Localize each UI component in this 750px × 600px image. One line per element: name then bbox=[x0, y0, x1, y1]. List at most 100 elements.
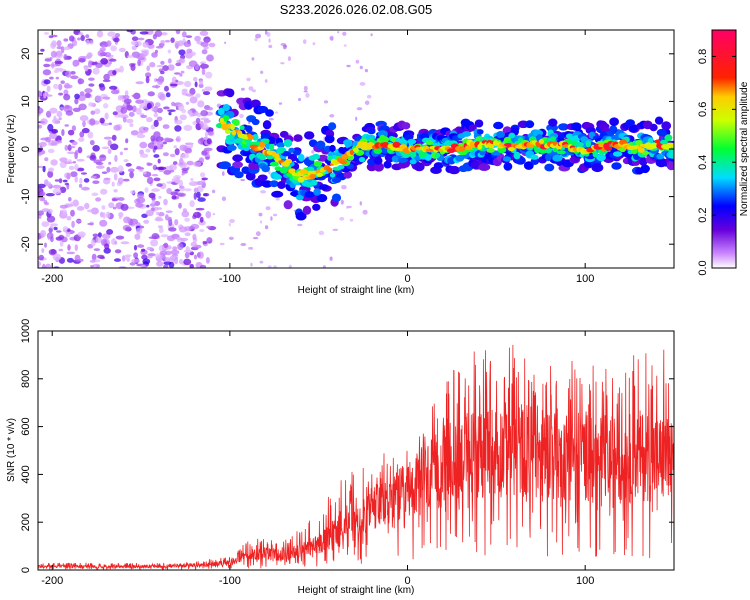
ridge-blob bbox=[293, 149, 301, 156]
noise-speckle bbox=[138, 126, 148, 134]
noise-speckle bbox=[164, 257, 171, 262]
noise-speckle bbox=[67, 144, 72, 151]
ridge-blob bbox=[311, 153, 321, 160]
noise-speckle bbox=[188, 181, 198, 187]
ridge-blob bbox=[544, 163, 555, 172]
ridge-blob bbox=[523, 161, 534, 170]
noise-speckle bbox=[97, 232, 102, 238]
ridge-blob bbox=[493, 121, 504, 130]
noise-speckle bbox=[168, 111, 172, 116]
noise-speckle bbox=[190, 241, 197, 247]
noise-speckle bbox=[157, 140, 163, 148]
noise-speckle bbox=[88, 83, 95, 87]
noise-speckle bbox=[359, 82, 366, 86]
noise-speckle bbox=[184, 188, 192, 192]
ridge-blob bbox=[265, 109, 274, 117]
noise-speckle bbox=[131, 259, 141, 263]
noise-speckle bbox=[52, 188, 62, 195]
noise-speckle bbox=[182, 208, 187, 213]
noise-speckle bbox=[265, 206, 271, 211]
ridge-blob bbox=[525, 120, 535, 129]
noise-speckle bbox=[144, 187, 149, 193]
noise-speckle bbox=[104, 51, 112, 58]
ridge-blob bbox=[640, 164, 650, 174]
noise-speckle bbox=[197, 251, 204, 259]
ridge-blob bbox=[261, 180, 273, 188]
noise-speckle bbox=[157, 225, 163, 229]
noise-speckle bbox=[56, 40, 62, 47]
noise-speckle bbox=[172, 161, 178, 165]
noise-speckle bbox=[189, 142, 193, 149]
colorbar-tick-label: 0.8 bbox=[697, 49, 709, 64]
ridge-blob bbox=[276, 142, 285, 148]
ridge-blob bbox=[298, 154, 305, 162]
noise-speckle bbox=[42, 165, 46, 173]
noise-speckle bbox=[174, 41, 180, 49]
noise-speckle bbox=[151, 85, 161, 88]
noise-speckle bbox=[189, 96, 198, 104]
ridge-blob bbox=[273, 173, 281, 180]
noise-speckle bbox=[130, 190, 136, 195]
noise-speckle bbox=[92, 67, 100, 75]
noise-speckle bbox=[123, 147, 129, 151]
noise-speckle bbox=[38, 107, 44, 114]
noise-speckle bbox=[268, 118, 274, 121]
y-tick-label: 800 bbox=[20, 370, 32, 388]
noise-speckle bbox=[163, 137, 171, 142]
noise-speckle bbox=[135, 107, 142, 115]
noise-speckle bbox=[177, 192, 187, 197]
noise-speckle bbox=[198, 157, 205, 164]
ridge-blob bbox=[343, 171, 352, 179]
noise-speckle bbox=[87, 222, 94, 226]
noise-speckle bbox=[114, 154, 118, 163]
noise-speckle bbox=[329, 114, 335, 118]
ridge-blob bbox=[380, 136, 389, 144]
noise-speckle bbox=[48, 167, 54, 173]
ridge-blob bbox=[252, 134, 259, 141]
noise-speckle bbox=[181, 88, 188, 92]
noise-speckle bbox=[228, 222, 231, 227]
noise-speckle bbox=[164, 166, 173, 171]
noise-speckle bbox=[195, 117, 201, 124]
noise-speckle bbox=[194, 35, 201, 42]
noise-speckle bbox=[74, 175, 78, 183]
ridge-blob bbox=[550, 136, 557, 141]
noise-speckle bbox=[70, 171, 78, 178]
ridge-blob bbox=[316, 194, 328, 203]
x-tick-label: 100 bbox=[576, 273, 594, 285]
noise-speckle bbox=[41, 196, 46, 202]
noise-speckle bbox=[84, 92, 91, 98]
ridge-blob bbox=[304, 191, 315, 198]
ridge-blob bbox=[477, 143, 483, 150]
noise-speckle bbox=[58, 234, 65, 240]
noise-speckle bbox=[83, 65, 89, 72]
noise-speckle bbox=[362, 209, 368, 215]
noise-speckle bbox=[155, 216, 162, 221]
ridge-blob bbox=[545, 147, 552, 154]
ridge-blob bbox=[425, 140, 434, 145]
noise-speckle bbox=[297, 223, 303, 227]
snr-series-line bbox=[38, 344, 674, 570]
noise-speckle bbox=[50, 223, 58, 227]
noise-speckle bbox=[90, 239, 96, 247]
noise-speckle bbox=[123, 159, 129, 163]
noise-speckle bbox=[159, 93, 166, 101]
noise-speckle bbox=[139, 31, 149, 35]
noise-speckle bbox=[49, 132, 58, 140]
noise-speckle bbox=[151, 199, 156, 205]
noise-speckle bbox=[181, 167, 189, 171]
noise-speckle bbox=[145, 148, 151, 153]
noise-speckle bbox=[154, 145, 158, 150]
ridge-blob bbox=[269, 143, 275, 151]
noise-speckle bbox=[45, 110, 52, 118]
noise-speckle bbox=[81, 127, 90, 134]
noise-speckle bbox=[117, 95, 122, 101]
noise-speckle bbox=[224, 41, 227, 45]
y-tick-label: 0 bbox=[20, 567, 32, 573]
noise-speckle bbox=[323, 100, 329, 104]
noise-speckle bbox=[38, 210, 44, 216]
noise-speckle bbox=[258, 212, 263, 217]
noise-speckle bbox=[302, 39, 307, 44]
